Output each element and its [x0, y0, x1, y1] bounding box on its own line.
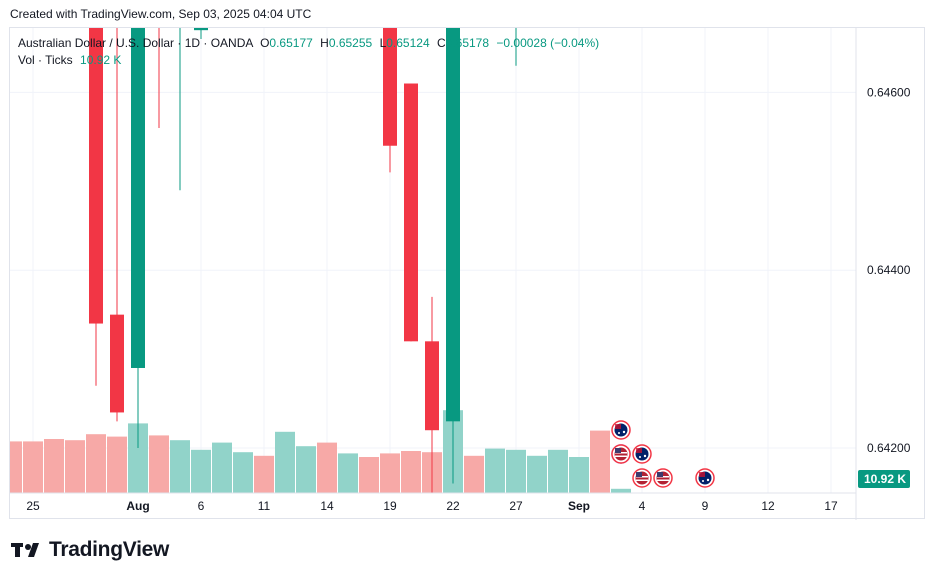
- candle[interactable]: [110, 28, 124, 422]
- candle[interactable]: [383, 28, 397, 173]
- close-label: C: [436, 36, 446, 50]
- time-axis[interactable]: 25 Aug 6 11 14 19 22 27 Sep 4 9 12 17: [10, 492, 856, 513]
- volume-bar: [233, 452, 253, 493]
- candle-body: [131, 28, 145, 368]
- volume-bar: [464, 455, 484, 493]
- chart-frame[interactable]: 0.664000.662000.660000.658000.656000.654…: [9, 27, 926, 520]
- candle[interactable]: [152, 28, 166, 128]
- volume-bar: [485, 448, 505, 493]
- axis-badges: 0.6517816:55:3910.92 K: [858, 470, 910, 488]
- candle[interactable]: [446, 28, 460, 484]
- open-value: 0.65177: [269, 36, 313, 50]
- candlestick-chart[interactable]: 0.664000.662000.660000.658000.656000.654…: [10, 28, 926, 520]
- ohlc-row: Australian Dollar / U.S. Dollar · 1D · O…: [18, 35, 599, 52]
- x-tick-label: 22: [446, 499, 460, 513]
- x-tick-label: 19: [383, 499, 397, 513]
- y-tick-label: 0.64600: [867, 85, 911, 99]
- candle-body: [383, 28, 397, 146]
- volume-bar: [296, 446, 316, 493]
- x-tick-label: 9: [702, 499, 709, 513]
- volume-bar: [128, 423, 148, 493]
- candle[interactable]: [173, 28, 187, 191]
- candle[interactable]: [194, 28, 208, 40]
- volume-bar: [548, 449, 568, 493]
- volume-badge: 10.92 K: [858, 470, 910, 488]
- tradingview-logo[interactable]: TradingView: [11, 538, 169, 562]
- candle-body: [194, 28, 208, 31]
- price-axis[interactable]: 0.664000.662000.660000.658000.656000.654…: [855, 28, 911, 520]
- volume-bar: [569, 457, 589, 493]
- chart-legend: Australian Dollar / U.S. Dollar · 1D · O…: [18, 35, 599, 69]
- x-tick-label: 25: [26, 499, 40, 513]
- volume-bar: [380, 453, 400, 493]
- au-flag-icon[interactable]: [695, 468, 715, 488]
- volume-bar: [23, 441, 43, 493]
- x-tick-label: 27: [509, 499, 523, 513]
- x-tick-label: 17: [824, 499, 838, 513]
- volume-label: Vol · Ticks: [18, 53, 73, 67]
- volume-bar: [401, 451, 421, 493]
- volume-bar: [527, 455, 547, 493]
- volume-bar: [338, 453, 358, 493]
- candle-body: [404, 83, 418, 342]
- x-tick-label: Sep: [568, 499, 590, 513]
- volume-bar: [359, 457, 379, 493]
- candle-body: [425, 341, 439, 431]
- open-label: O: [260, 36, 270, 50]
- candle[interactable]: [131, 28, 145, 448]
- us-flag-icon[interactable]: [632, 468, 652, 488]
- y-tick-label: 0.64200: [867, 441, 911, 455]
- au-flag-icon[interactable]: [632, 444, 652, 464]
- candle-body: [89, 28, 103, 324]
- volume-bar: [107, 436, 127, 493]
- volume-bar: [170, 440, 190, 493]
- low-value: 0.65124: [386, 36, 430, 50]
- x-tick-label: 12: [761, 499, 775, 513]
- high-label: H: [320, 36, 329, 50]
- volume-bar: [212, 442, 232, 493]
- volume-row: Vol · Ticks 10.92 K: [18, 52, 599, 69]
- y-tick-label: 0.64400: [867, 263, 911, 277]
- change-value: −0.00028 (−0.04%): [496, 36, 600, 50]
- volume-badge-value: 10.92 K: [864, 472, 906, 486]
- volume-bar: [65, 440, 85, 493]
- volume-value: 10.92 K: [80, 53, 122, 67]
- us-flag-icon[interactable]: [653, 468, 673, 488]
- x-tick-label: 11: [258, 499, 271, 513]
- x-tick-label: 6: [198, 499, 205, 513]
- volume-bar: [149, 435, 169, 493]
- volume-bars: [10, 410, 631, 493]
- tradingview-logo-icon: [11, 543, 39, 557]
- volume-bar: [506, 449, 526, 493]
- x-tick-label: 14: [320, 499, 334, 513]
- symbol-title: Australian Dollar / U.S. Dollar · 1D · O…: [18, 36, 253, 50]
- volume-bar: [611, 488, 631, 493]
- candle[interactable]: [89, 28, 103, 386]
- us-flag-icon[interactable]: [611, 444, 631, 464]
- close-value: 0.65178: [445, 36, 490, 50]
- volume-bar: [191, 449, 211, 493]
- volume-bar: [317, 442, 337, 493]
- volume-bar: [275, 431, 295, 493]
- volume-bar: [10, 441, 22, 493]
- credit-text: Created with TradingView.com, Sep 03, 20…: [10, 7, 312, 21]
- x-tick-label: 4: [639, 499, 646, 513]
- low-label: L: [379, 36, 387, 50]
- candle[interactable]: [425, 296, 439, 493]
- x-tick-label: Aug: [126, 499, 149, 513]
- candle[interactable]: [404, 83, 418, 342]
- tradingview-wordmark: TradingView: [49, 538, 170, 561]
- au-flag-icon[interactable]: [611, 420, 631, 440]
- candle-body: [446, 28, 460, 422]
- candle-body: [110, 314, 124, 413]
- high-value: 0.65255: [328, 36, 373, 50]
- volume-bar: [254, 455, 274, 493]
- volume-bar: [590, 430, 610, 493]
- volume-bar: [44, 439, 64, 493]
- candles[interactable]: [10, 28, 628, 493]
- volume-bar: [86, 434, 106, 493]
- event-icons[interactable]: [611, 420, 715, 488]
